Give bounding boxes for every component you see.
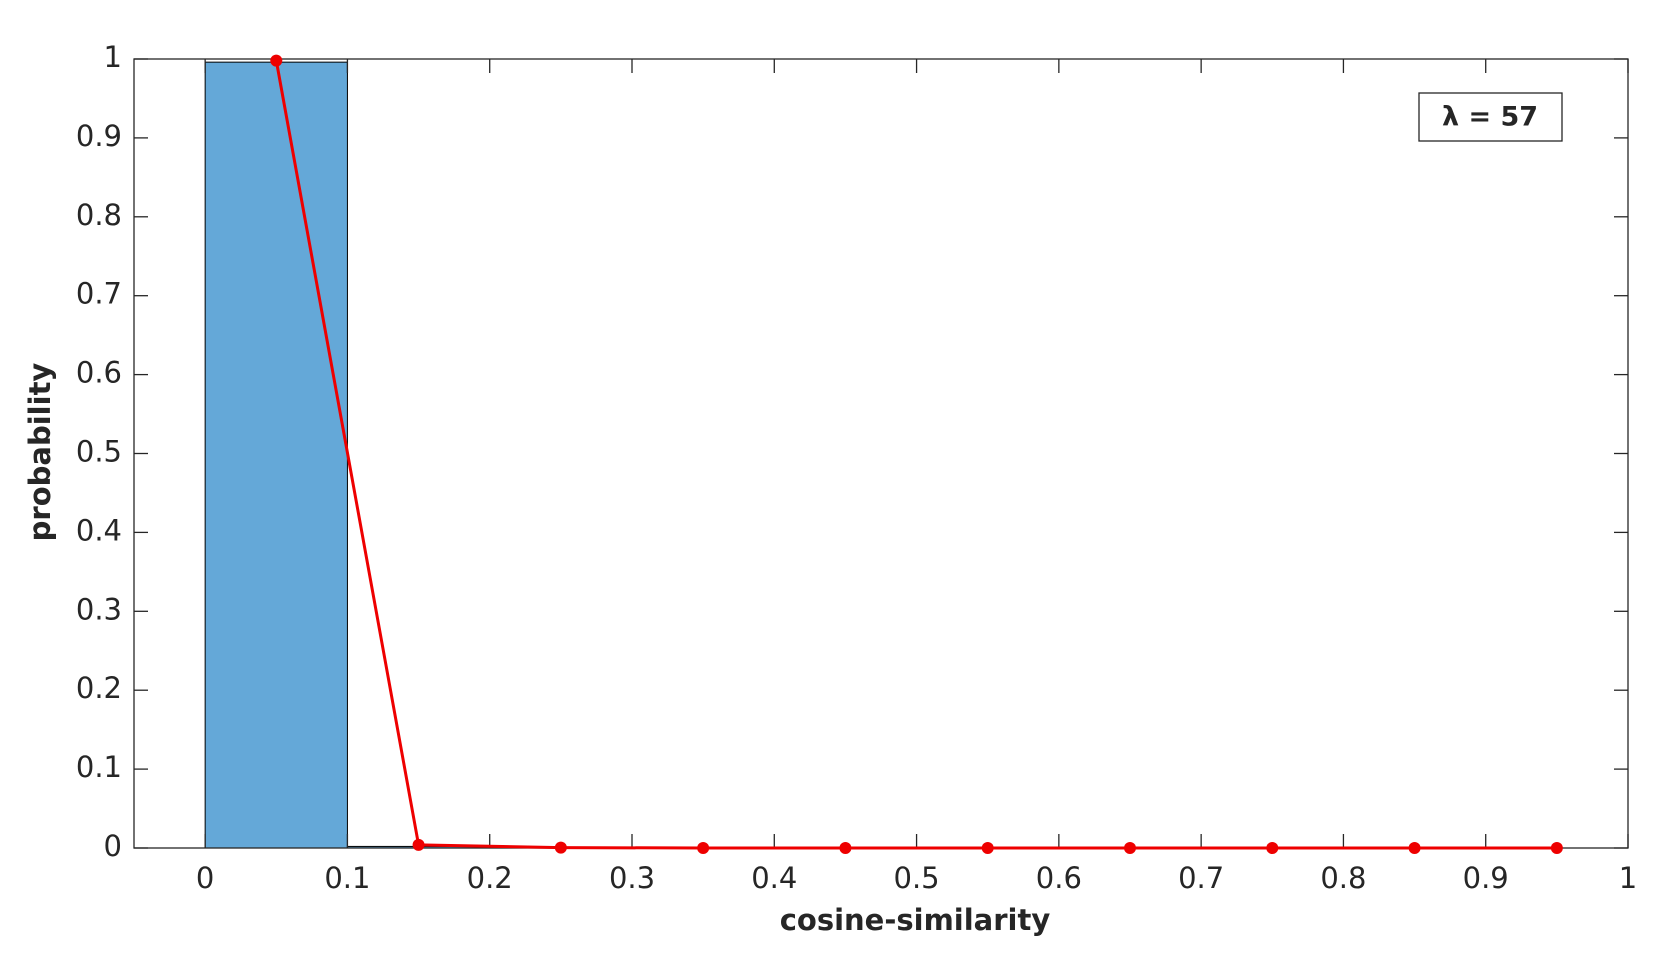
- x-tick-label: 0.4: [751, 861, 797, 895]
- line-marker: [554, 841, 567, 854]
- y-tick-label: 0.1: [76, 750, 122, 784]
- y-tick-label: 0.7: [76, 277, 122, 311]
- x-tick-label: 1: [1619, 861, 1637, 895]
- x-tick-label: 0.8: [1320, 861, 1366, 895]
- x-tick-label: 0.2: [467, 861, 513, 895]
- y-tick-label: 0.9: [76, 119, 122, 153]
- line-marker: [1408, 842, 1421, 854]
- x-tick-label: 0.1: [324, 861, 370, 895]
- x-tick-label: 0.5: [894, 861, 940, 895]
- x-axis-label: cosine-similarity: [780, 903, 1051, 937]
- y-tick-label: 0.8: [76, 198, 122, 232]
- annotation: λ = 57: [1442, 102, 1538, 133]
- line-marker: [1550, 842, 1563, 854]
- y-tick-label: 0.5: [76, 435, 122, 469]
- y-axis-label: probability: [23, 363, 57, 542]
- x-tick-label: 0.7: [1178, 861, 1224, 895]
- line-marker: [270, 54, 283, 67]
- y-tick-label: 0.3: [76, 592, 122, 626]
- annotation-box: [1418, 92, 1563, 142]
- line-marker: [839, 842, 852, 854]
- line-marker: [697, 842, 710, 854]
- x-tick-label: 0.3: [609, 861, 655, 895]
- y-tick-label: 0.4: [76, 513, 122, 547]
- histogram-bar: [204, 61, 348, 849]
- line-marker: [1124, 842, 1136, 854]
- line-marker: [1266, 842, 1279, 854]
- y-tick-label: 0.2: [76, 671, 122, 705]
- x-tick-label: 0.6: [1036, 861, 1082, 895]
- line-series: [274, 60, 1557, 850]
- x-tick-label: 0.9: [1463, 861, 1509, 895]
- y-tick-label: 1: [104, 40, 122, 74]
- plot-frame: [133, 58, 1629, 849]
- y-tick-label: 0.6: [76, 356, 122, 390]
- line-marker: [981, 842, 994, 854]
- line-marker: [412, 838, 425, 851]
- x-tick-label: 0: [196, 861, 214, 895]
- y-tick-label: 0: [104, 829, 122, 863]
